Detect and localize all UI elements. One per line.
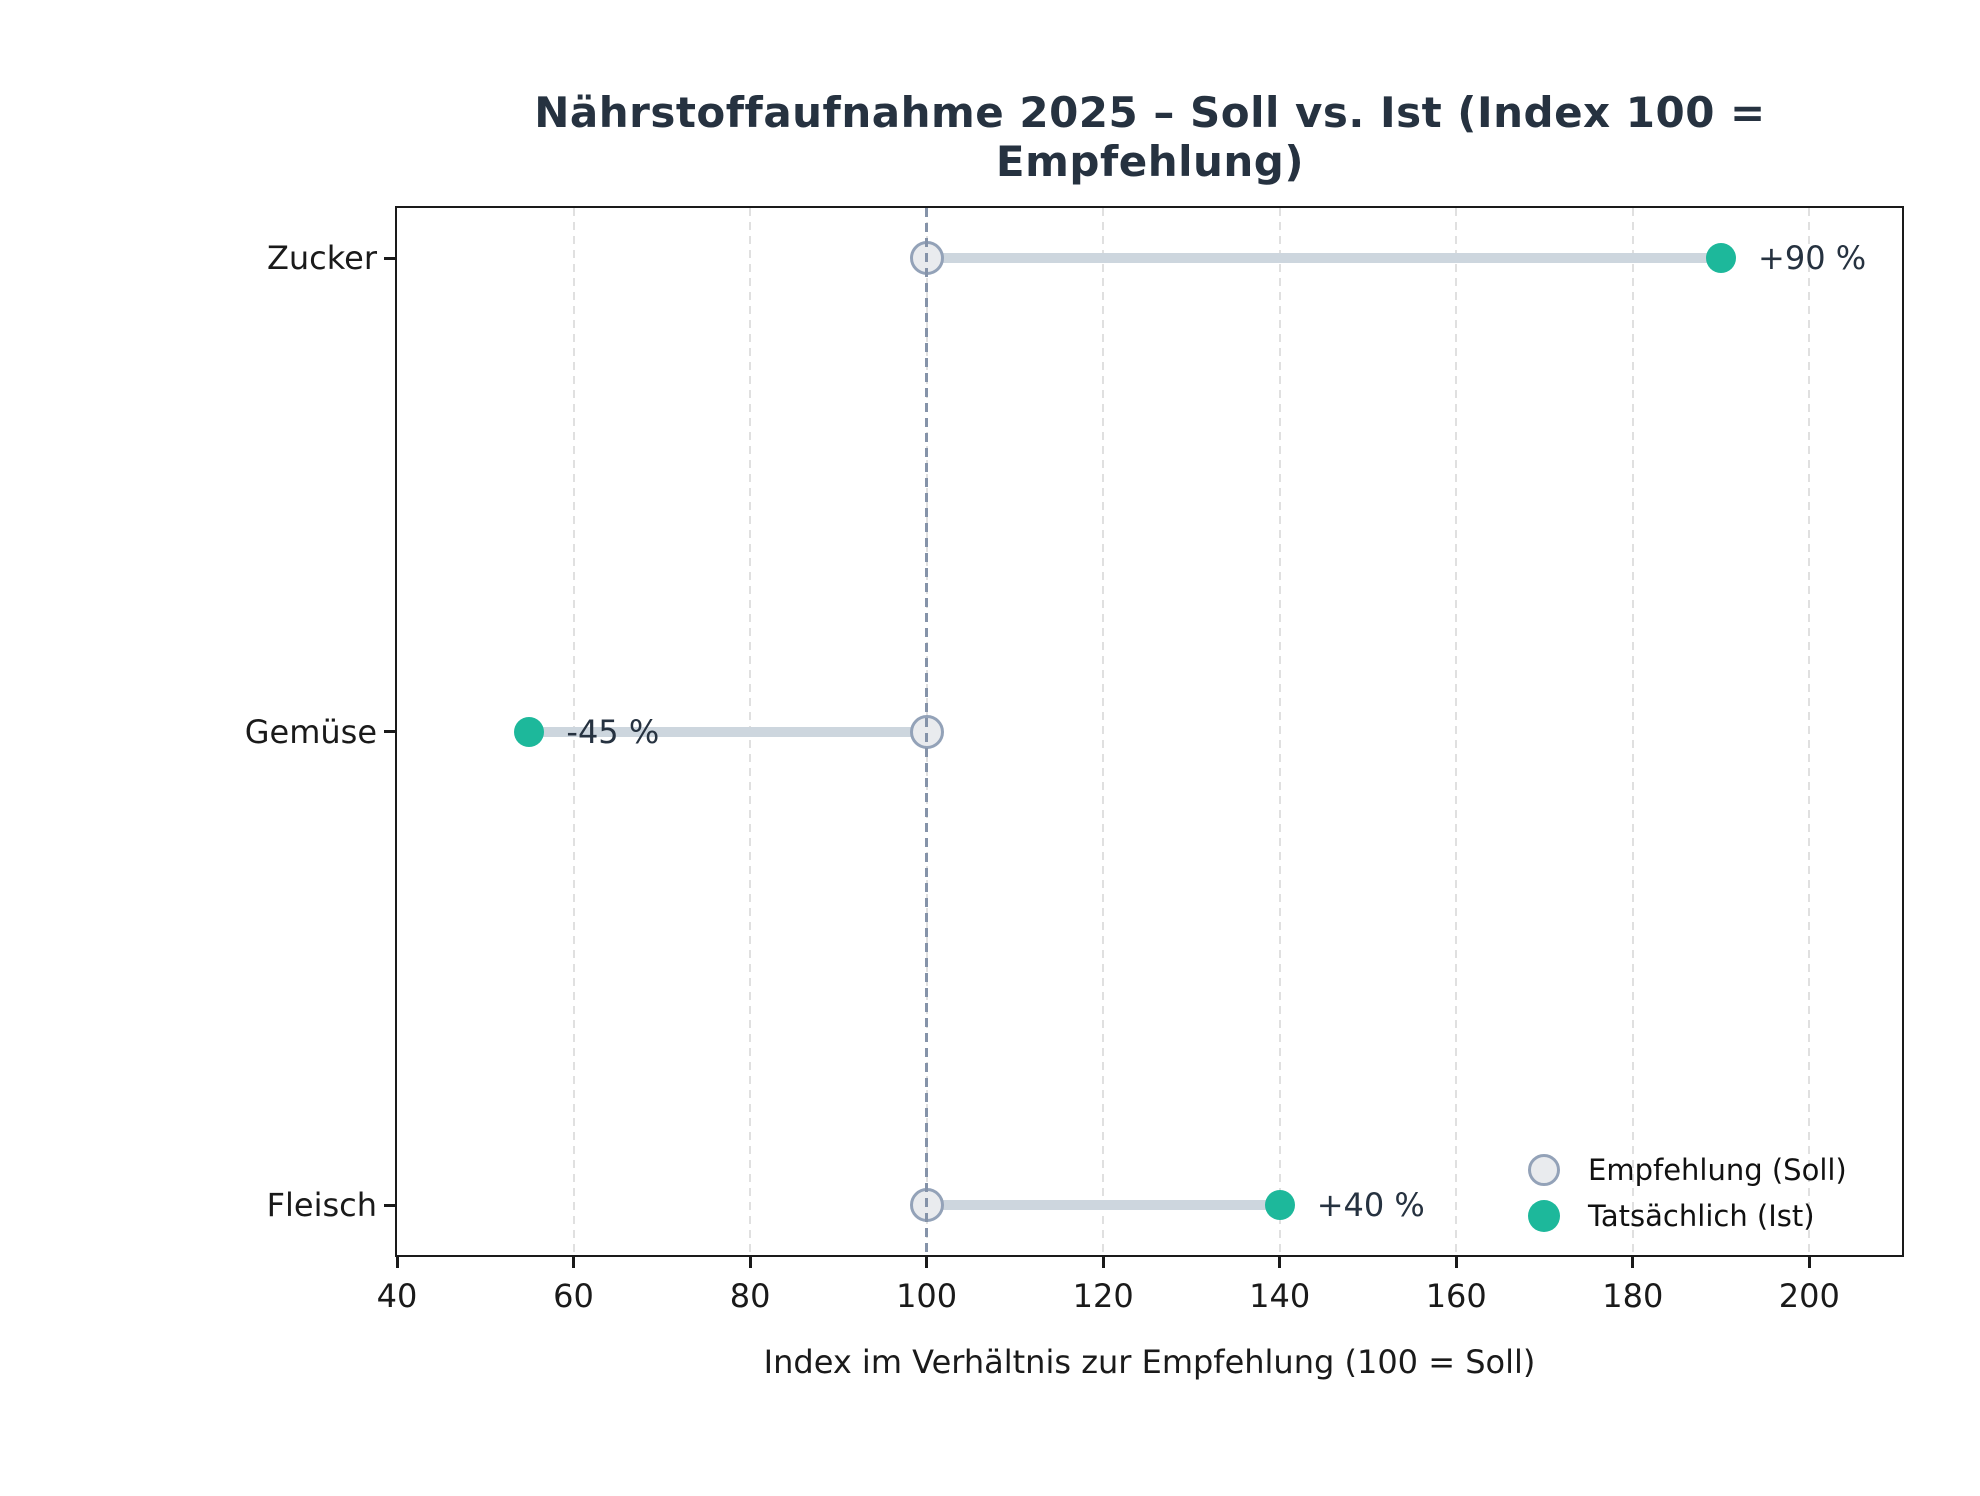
legend-label-ist: Tatsächlich (Ist) [1588, 1199, 1815, 1233]
category-label: Gemüse [244, 712, 377, 751]
legend-item-soll: Empfehlung (Soll) [1528, 1147, 1847, 1193]
x-tick-label: 120 [1072, 1277, 1134, 1315]
ist-marker [514, 716, 545, 747]
x-tick-label: 200 [1778, 1277, 1840, 1315]
x-tick [1807, 1255, 1811, 1268]
x-tick [925, 1255, 929, 1268]
connector-line [529, 726, 927, 737]
connector-line [926, 1200, 1280, 1210]
y-tick [384, 256, 397, 260]
x-tick [572, 1255, 576, 1268]
reference-line [925, 208, 929, 1255]
category-label: Fleisch [266, 1186, 377, 1224]
x-tick [1278, 1255, 1282, 1268]
x-tick-label: 140 [1249, 1277, 1311, 1315]
delta-label: +40 % [1316, 1186, 1425, 1224]
x-tick [395, 1255, 399, 1268]
category-label: Zucker [266, 239, 377, 277]
x-tick-label: 40 [376, 1277, 418, 1315]
y-tick [384, 730, 397, 733]
x-tick [1101, 1255, 1105, 1268]
gridline [1808, 208, 1811, 1255]
chart-title: Nährstoffaufnahme 2025 – Soll vs. Ist (I… [534, 88, 1766, 186]
x-tick-label: 100 [896, 1277, 958, 1315]
x-tick [1631, 1255, 1635, 1268]
gridline [1102, 208, 1105, 1255]
x-axis-title: Index im Verhältnis zur Empfehlung (100 … [763, 1343, 1536, 1381]
gridline [1631, 208, 1634, 1255]
x-tick-label: 180 [1602, 1277, 1664, 1315]
plot-area: +90 % -45 % +40 % [397, 208, 1902, 1255]
delta-label: -45 % [566, 712, 660, 751]
delta-label: +90 % [1758, 239, 1867, 277]
legend: Empfehlung (Soll) Tatsächlich (Ist) [1528, 1147, 1847, 1239]
ist-marker [1264, 1190, 1295, 1220]
connector-line [926, 253, 1722, 263]
legend-label-soll: Empfehlung (Soll) [1588, 1153, 1847, 1187]
gridline [1455, 208, 1458, 1255]
x-tick [748, 1255, 752, 1268]
y-tick [384, 1203, 397, 1207]
ist-marker [1706, 243, 1737, 273]
x-tick-label: 80 [729, 1277, 771, 1315]
x-tick-label: 160 [1425, 1277, 1487, 1315]
gridline [1278, 208, 1281, 1255]
legend-item-ist: Tatsächlich (Ist) [1528, 1193, 1847, 1239]
legend-swatch-filled-circle-icon [1528, 1200, 1560, 1232]
legend-swatch-open-circle-icon [1528, 1154, 1560, 1186]
x-tick [1454, 1255, 1458, 1268]
x-tick-label: 60 [553, 1277, 594, 1315]
